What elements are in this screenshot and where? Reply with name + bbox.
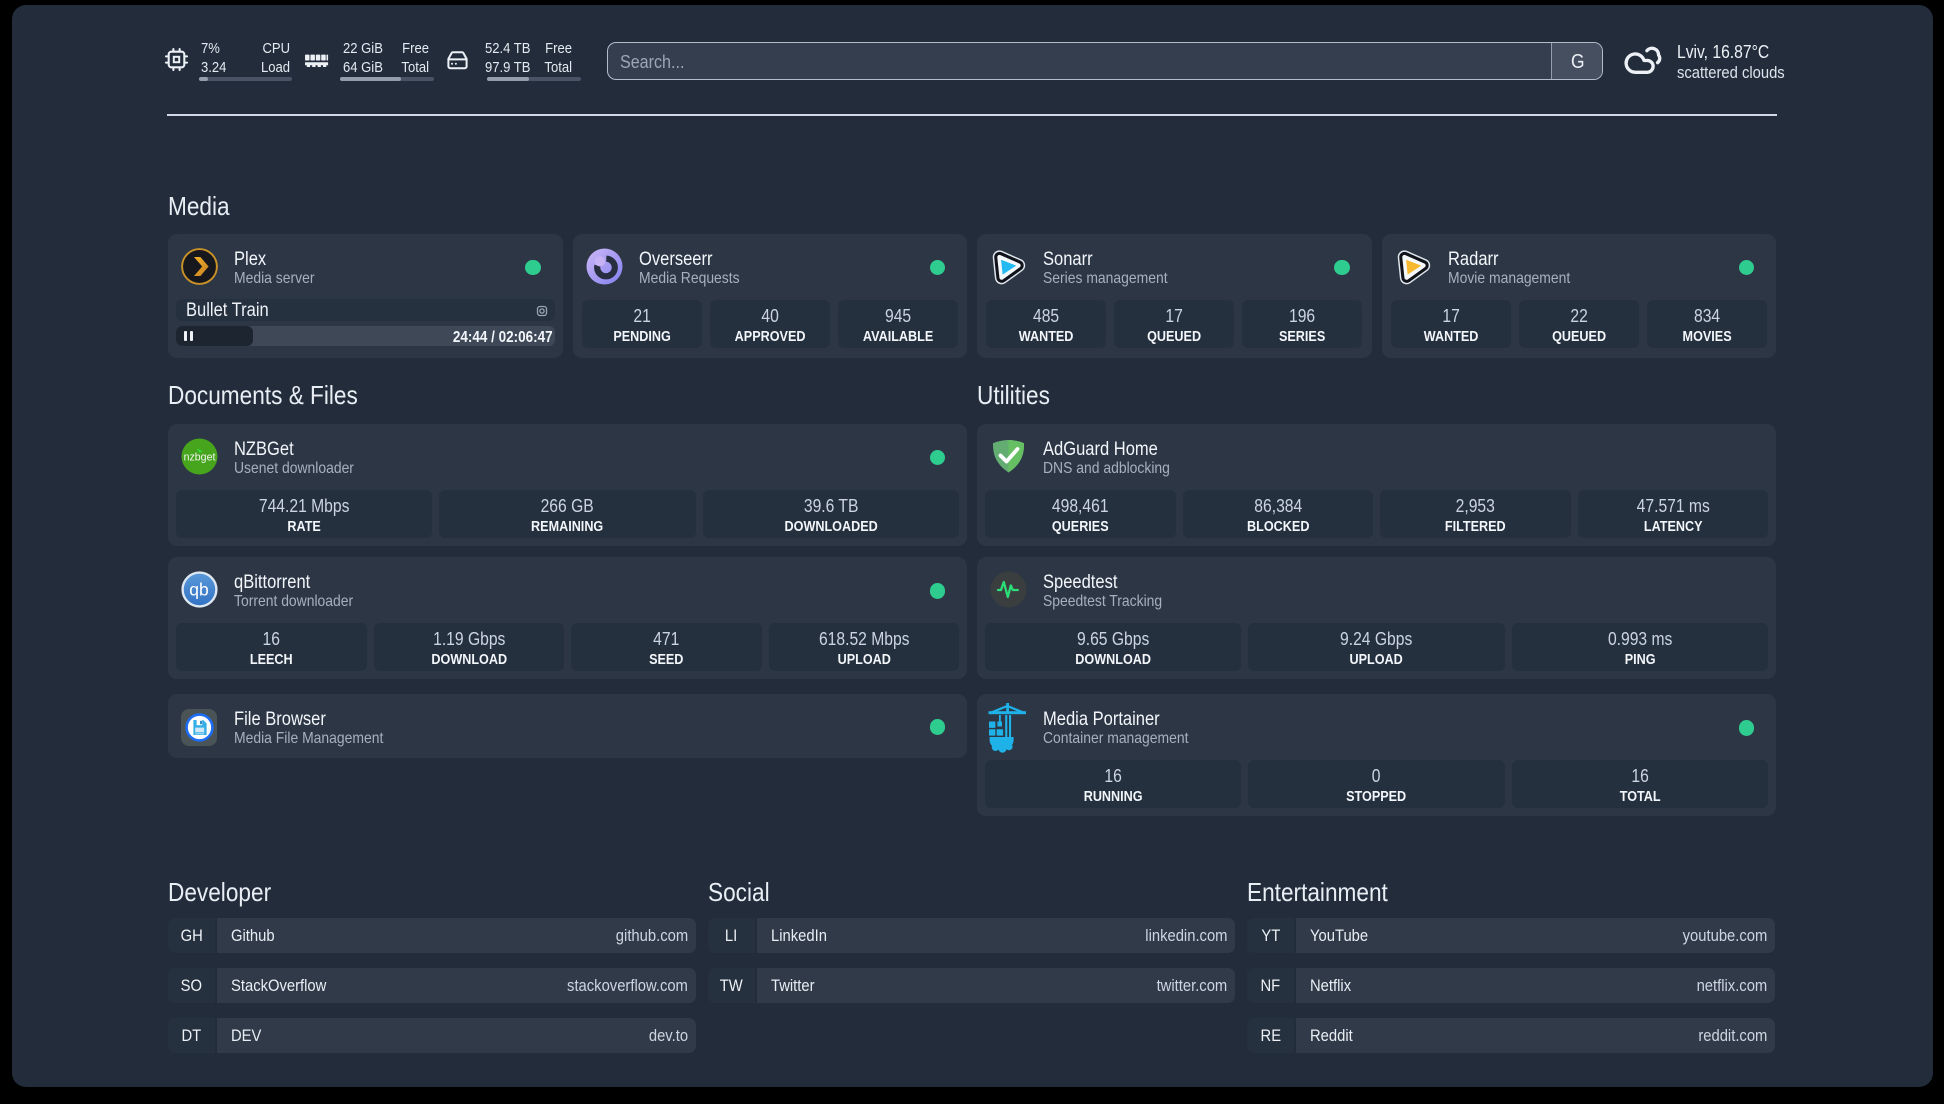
svg-text:qb: qb [189, 580, 208, 600]
svg-text:nzbget: nzbget [184, 451, 216, 463]
